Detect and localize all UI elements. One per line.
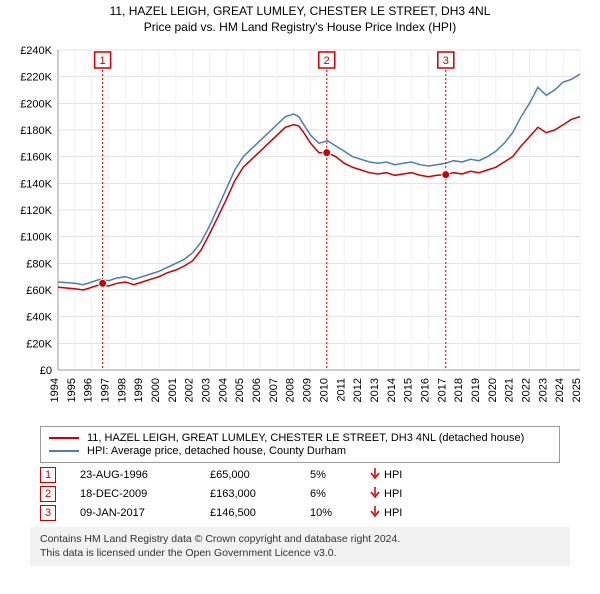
event-hpi-label: HPI <box>384 469 402 481</box>
x-axis-label: 2011 <box>335 378 347 402</box>
x-axis-label: 2023 <box>537 378 549 402</box>
event-num-cell: 3 <box>40 505 80 521</box>
chart-title-line2: Price paid vs. HM Land Registry's House … <box>0 20 600 34</box>
events-table-row: 1 23-AUG-1996£65,0005% HPI <box>40 467 560 483</box>
event-num-box: 2 <box>40 486 56 502</box>
event-num-cell: 2 <box>40 486 80 502</box>
chart-area: £0 £20K £40K £60K £80K £100K £120K £140K £160K £1… <box>10 40 590 420</box>
x-axis-label: 2016 <box>419 378 431 402</box>
arrow-down-icon <box>370 487 380 502</box>
events-table: 1 23-AUG-1996£65,0005% HPI 2 18-DEC-2009£163… <box>40 467 560 521</box>
x-axis-label: 1998 <box>116 378 128 402</box>
arrow-down-icon <box>370 468 380 483</box>
x-axis-label: 1999 <box>133 378 145 402</box>
x-axis-label: 2003 <box>201 378 213 402</box>
event-hpi-cell: HPI <box>370 506 450 521</box>
event-price: £163,000 <box>210 488 310 500</box>
event-date: 18-DEC-2009 <box>80 488 210 500</box>
x-axis-label: 2025 <box>571 378 583 402</box>
event-marker-num-3: 3 <box>443 55 449 67</box>
x-axis-label: 2022 <box>520 378 532 402</box>
x-axis-label: 2018 <box>453 378 465 402</box>
event-price: £146,500 <box>210 507 310 519</box>
legend-label: HPI: Average price, detached house, Coun… <box>87 445 346 457</box>
y-axis-label: £20K <box>26 338 52 350</box>
line-chart-svg: £0 £20K £40K £60K £80K £100K £120K £140K £160K £1… <box>10 40 590 420</box>
x-axis-label: 2015 <box>403 378 415 402</box>
event-point-1 <box>99 279 107 287</box>
series-hpi <box>58 74 580 285</box>
x-axis-label: 2021 <box>504 378 516 402</box>
footer-attribution: Contains HM Land Registry data © Crown c… <box>30 527 570 566</box>
y-axis-label: £220K <box>20 72 52 84</box>
event-marker-num-2: 2 <box>324 55 330 67</box>
event-point-3 <box>442 171 450 179</box>
event-pct: 10% <box>310 507 370 519</box>
x-axis-label: 2017 <box>436 378 448 402</box>
x-axis-label: 1996 <box>83 378 95 402</box>
y-axis-label: £80K <box>26 258 52 270</box>
x-axis-label: 2001 <box>167 378 179 402</box>
x-axis-label: 2012 <box>352 378 364 402</box>
event-num-box: 3 <box>40 505 56 521</box>
legend-item: HPI: Average price, detached house, Coun… <box>49 445 551 457</box>
x-axis-label: 2004 <box>217 378 229 402</box>
event-num-cell: 1 <box>40 467 80 483</box>
x-axis-label: 2020 <box>487 378 499 402</box>
x-axis-label: 2006 <box>251 378 263 402</box>
event-hpi-cell: HPI <box>370 487 450 502</box>
legend-item: 11, HAZEL LEIGH, GREAT LUMLEY, CHESTER L… <box>49 432 551 444</box>
y-axis-label: £180K <box>20 125 52 137</box>
events-table-row: 3 09-JAN-2017£146,50010% HPI <box>40 505 560 521</box>
legend-label: 11, HAZEL LEIGH, GREAT LUMLEY, CHESTER L… <box>87 432 524 444</box>
event-date: 23-AUG-1996 <box>80 469 210 481</box>
event-marker-num-1: 1 <box>100 55 106 67</box>
legend-swatch <box>49 437 79 439</box>
y-axis-label: £100K <box>20 232 52 244</box>
x-axis-label: 2002 <box>184 378 196 402</box>
event-point-2 <box>323 149 331 157</box>
legend-swatch <box>49 450 79 452</box>
y-axis-label: £160K <box>20 152 52 164</box>
footer-line2: This data is licensed under the Open Gov… <box>40 547 560 561</box>
y-axis-label: £60K <box>26 285 52 297</box>
y-axis-label: £120K <box>20 205 52 217</box>
x-axis-label: 2008 <box>285 378 297 402</box>
x-axis-label: 2007 <box>268 378 280 402</box>
chart-title-line1: 11, HAZEL LEIGH, GREAT LUMLEY, CHESTER L… <box>0 4 600 18</box>
x-axis-label: 2019 <box>470 378 482 402</box>
legend: 11, HAZEL LEIGH, GREAT LUMLEY, CHESTER L… <box>40 426 560 463</box>
arrow-down-icon <box>370 506 380 521</box>
x-axis-label: 2009 <box>302 378 314 402</box>
event-hpi-cell: HPI <box>370 468 450 483</box>
y-axis-label: £140K <box>20 178 52 190</box>
footer-line1: Contains HM Land Registry data © Crown c… <box>40 533 560 547</box>
event-pct: 6% <box>310 488 370 500</box>
x-axis-label: 1994 <box>49 378 61 402</box>
event-price: £65,000 <box>210 469 310 481</box>
y-axis-label: £0 <box>40 365 52 377</box>
y-axis-label: £200K <box>20 98 52 110</box>
x-axis-label: 2013 <box>369 378 381 402</box>
event-hpi-label: HPI <box>384 488 402 500</box>
event-pct: 5% <box>310 469 370 481</box>
event-hpi-label: HPI <box>384 507 402 519</box>
event-date: 09-JAN-2017 <box>80 507 210 519</box>
events-table-row: 2 18-DEC-2009£163,0006% HPI <box>40 486 560 502</box>
x-axis-label: 2014 <box>386 378 398 402</box>
x-axis-label: 2024 <box>554 378 566 402</box>
y-axis-label: £40K <box>26 312 52 324</box>
x-axis-label: 1997 <box>100 378 112 402</box>
event-num-box: 1 <box>40 467 56 483</box>
x-axis-label: 2010 <box>318 378 330 402</box>
x-axis-label: 2000 <box>150 378 162 402</box>
x-axis-label: 2005 <box>234 378 246 402</box>
x-axis-label: 1995 <box>66 378 78 402</box>
y-axis-label: £240K <box>20 45 52 57</box>
